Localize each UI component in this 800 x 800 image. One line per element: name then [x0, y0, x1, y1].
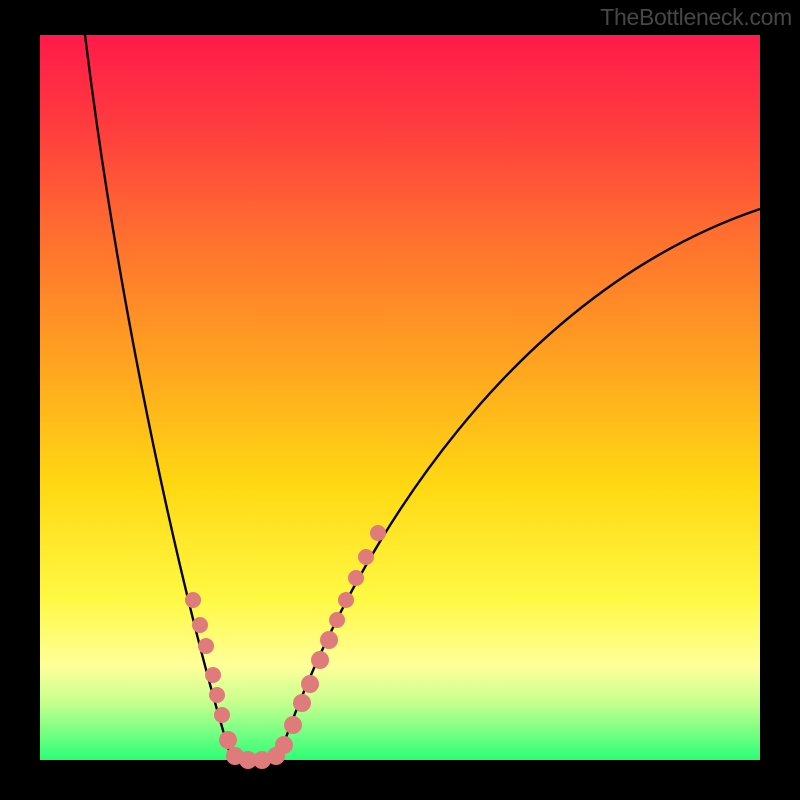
data-marker	[209, 687, 225, 703]
data-marker	[348, 570, 364, 586]
plot-background	[40, 35, 760, 760]
data-marker	[370, 525, 386, 541]
data-marker	[338, 592, 354, 608]
data-marker	[284, 716, 302, 734]
data-marker	[293, 694, 311, 712]
data-marker	[275, 736, 293, 754]
data-marker	[198, 638, 214, 654]
bottleneck-chart	[0, 0, 800, 800]
watermark-text: TheBottleneck.com	[600, 4, 792, 31]
data-marker	[205, 667, 221, 683]
data-marker	[329, 612, 345, 628]
data-marker	[358, 549, 374, 565]
data-marker	[320, 631, 338, 649]
data-marker	[214, 707, 230, 723]
chart-stage: TheBottleneck.com	[0, 0, 800, 800]
data-marker	[185, 592, 201, 608]
data-marker	[219, 731, 237, 749]
data-marker	[311, 651, 329, 669]
data-marker	[301, 675, 319, 693]
data-marker	[192, 617, 208, 633]
